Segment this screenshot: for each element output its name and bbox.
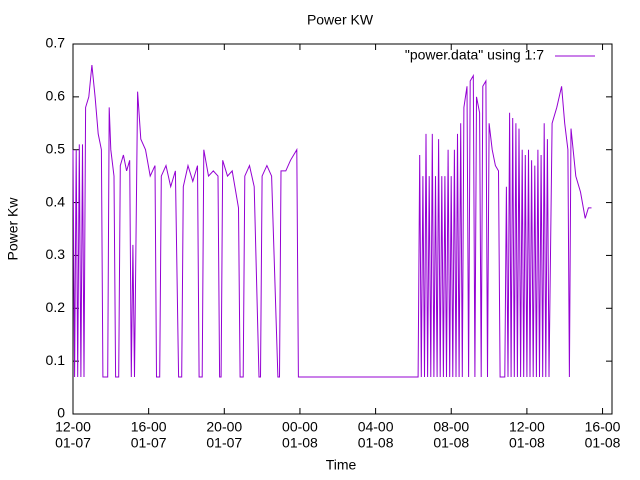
- chart-title: Power KW: [307, 12, 374, 28]
- y-tick-label: 0.7: [46, 35, 66, 51]
- x-tick-label: 16-00: [585, 419, 621, 435]
- y-tick-label: 0.6: [46, 88, 66, 104]
- legend-label: "power.data" using 1:7: [405, 47, 544, 63]
- y-axis-label: Power Kw: [5, 197, 21, 261]
- x-tick-date: 01-08: [282, 435, 318, 451]
- x-tick-date: 01-08: [433, 435, 469, 451]
- x-tick-label: 20-00: [206, 419, 242, 435]
- x-tick-label: 08-00: [433, 419, 469, 435]
- y-tick-label: 0.5: [46, 140, 66, 156]
- x-tick-date: 01-07: [131, 435, 167, 451]
- x-tick-label: 12-00: [55, 419, 91, 435]
- x-tick-label: 16-00: [131, 419, 167, 435]
- x-tick-date: 01-07: [206, 435, 242, 451]
- x-tick-date: 01-08: [509, 435, 545, 451]
- y-tick-label: 0: [57, 405, 65, 421]
- x-tick-label: 00-00: [282, 419, 318, 435]
- y-tick-label: 0.2: [46, 299, 66, 315]
- y-tick-label: 0.1: [46, 352, 66, 368]
- x-tick-label: 04-00: [358, 419, 394, 435]
- data-line: [72, 65, 592, 378]
- x-tick-label: 12-00: [509, 419, 545, 435]
- y-tick-label: 0.4: [46, 193, 66, 209]
- x-tick-date: 01-07: [55, 435, 91, 451]
- x-tick-date: 01-08: [358, 435, 394, 451]
- y-tick-label: 0.3: [46, 246, 66, 262]
- x-axis-label: Time: [326, 457, 357, 473]
- plot-border: [72, 43, 613, 415]
- x-tick-date: 01-08: [585, 435, 621, 451]
